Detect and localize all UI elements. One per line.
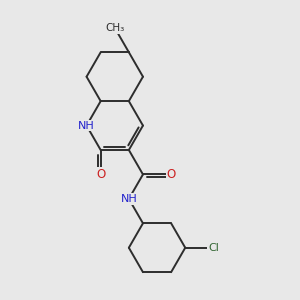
Text: O: O <box>96 168 105 181</box>
Text: CH₃: CH₃ <box>105 23 124 33</box>
Text: O: O <box>167 168 176 181</box>
Text: NH: NH <box>78 121 95 130</box>
Text: Cl: Cl <box>208 243 219 253</box>
Text: NH: NH <box>121 194 137 204</box>
